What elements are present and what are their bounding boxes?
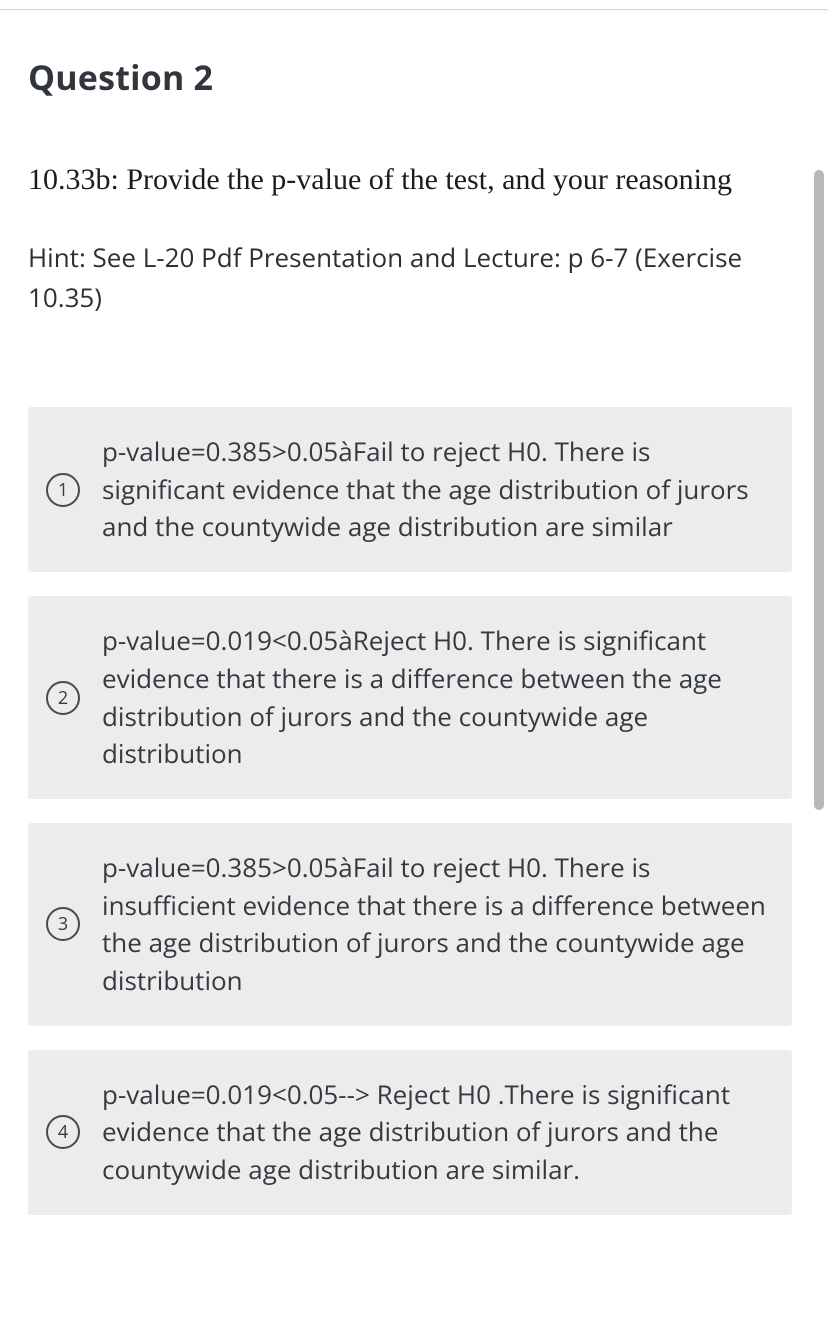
question-hint: Hint: See L-20 Pdf Presentation and Lect… [28, 237, 792, 318]
option-1[interactable]: 1 p-value=0.385>0.05àFail to reject H0. … [28, 407, 792, 572]
scrollbar-thumb[interactable] [814, 170, 824, 810]
options-list: 1 p-value=0.385>0.05àFail to reject H0. … [28, 407, 792, 1215]
page-wrap: Question 2 10.33b: Provide the p-value o… [0, 14, 828, 1215]
option-bullet: 4 [46, 1115, 80, 1149]
question-prompt: 10.33b: Provide the p-value of the test,… [28, 160, 792, 201]
option-number: 3 [58, 912, 68, 936]
option-3[interactable]: 3 p-value=0.385>0.05àFail to reject H0. … [28, 823, 792, 1026]
option-bullet: 1 [46, 473, 80, 507]
option-text: p-value=0.385>0.05àFail to reject H0. Th… [102, 849, 768, 1000]
option-4[interactable]: 4 p-value=0.019<0.05--> Reject H0 .There… [28, 1050, 792, 1215]
top-divider [0, 0, 828, 10]
option-number: 2 [58, 686, 68, 710]
question-title: Question 2 [28, 54, 792, 100]
option-text: p-value=0.019<0.05àReject H0. There is s… [102, 622, 768, 773]
option-text: p-value=0.019<0.05--> Reject H0 .There i… [102, 1076, 768, 1189]
option-2[interactable]: 2 p-value=0.019<0.05àReject H0. There is… [28, 596, 792, 799]
question-content: Question 2 10.33b: Provide the p-value o… [0, 14, 810, 1215]
option-text: p-value=0.385>0.05àFail to reject H0. Th… [102, 433, 768, 546]
scrollbar-track[interactable] [810, 14, 828, 1215]
option-bullet: 3 [46, 907, 80, 941]
option-bullet: 2 [46, 681, 80, 715]
option-number: 1 [58, 478, 68, 502]
option-number: 4 [58, 1120, 68, 1144]
